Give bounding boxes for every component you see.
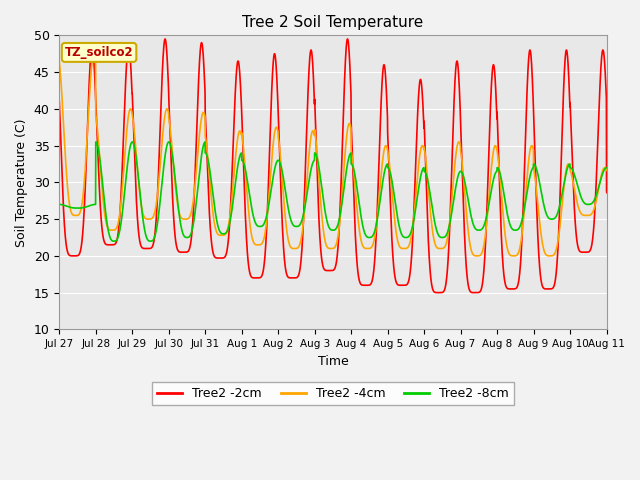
Tree2 -4cm xyxy=(473,253,481,259)
Line: Tree2 -4cm: Tree2 -4cm xyxy=(60,54,640,256)
Line: Tree2 -8cm: Tree2 -8cm xyxy=(60,142,640,241)
Title: Tree 2 Soil Temperature: Tree 2 Soil Temperature xyxy=(243,15,424,30)
Y-axis label: Soil Temperature (C): Soil Temperature (C) xyxy=(15,118,28,247)
Text: TZ_soilco2: TZ_soilco2 xyxy=(65,46,133,59)
Tree2 -8cm xyxy=(175,211,183,217)
Tree2 -2cm xyxy=(435,290,443,296)
Tree2 -8cm xyxy=(56,202,63,207)
Tree2 -4cm xyxy=(515,248,523,254)
Tree2 -2cm xyxy=(633,179,640,184)
Tree2 -8cm xyxy=(639,165,640,170)
Tree2 -8cm xyxy=(478,227,486,232)
Tree2 -2cm xyxy=(550,283,558,289)
Tree2 -8cm xyxy=(550,216,558,222)
Tree2 -2cm xyxy=(175,249,183,254)
Tree2 -2cm xyxy=(161,36,169,42)
Tree2 -4cm xyxy=(426,206,434,212)
Tree2 -4cm xyxy=(56,59,63,64)
Tree2 -4cm xyxy=(639,167,640,172)
Tree2 -4cm xyxy=(550,252,558,258)
Tree2 -8cm xyxy=(515,226,523,231)
Tree2 -8cm xyxy=(633,177,640,183)
Tree2 -8cm xyxy=(110,238,118,244)
Tree2 -2cm xyxy=(515,276,523,282)
Tree2 -4cm xyxy=(633,178,640,183)
Tree2 -8cm xyxy=(92,139,100,145)
Line: Tree2 -2cm: Tree2 -2cm xyxy=(60,39,640,293)
Tree2 -2cm xyxy=(426,268,434,274)
Tree2 -8cm xyxy=(426,192,434,198)
X-axis label: Time: Time xyxy=(317,355,348,368)
Legend: Tree2 -2cm, Tree2 -4cm, Tree2 -8cm: Tree2 -2cm, Tree2 -4cm, Tree2 -8cm xyxy=(152,383,514,406)
Tree2 -2cm xyxy=(639,186,640,192)
Tree2 -2cm xyxy=(56,98,63,104)
Tree2 -4cm xyxy=(478,250,486,256)
Tree2 -2cm xyxy=(478,284,486,290)
Tree2 -4cm xyxy=(90,51,98,57)
Tree2 -4cm xyxy=(175,209,183,215)
